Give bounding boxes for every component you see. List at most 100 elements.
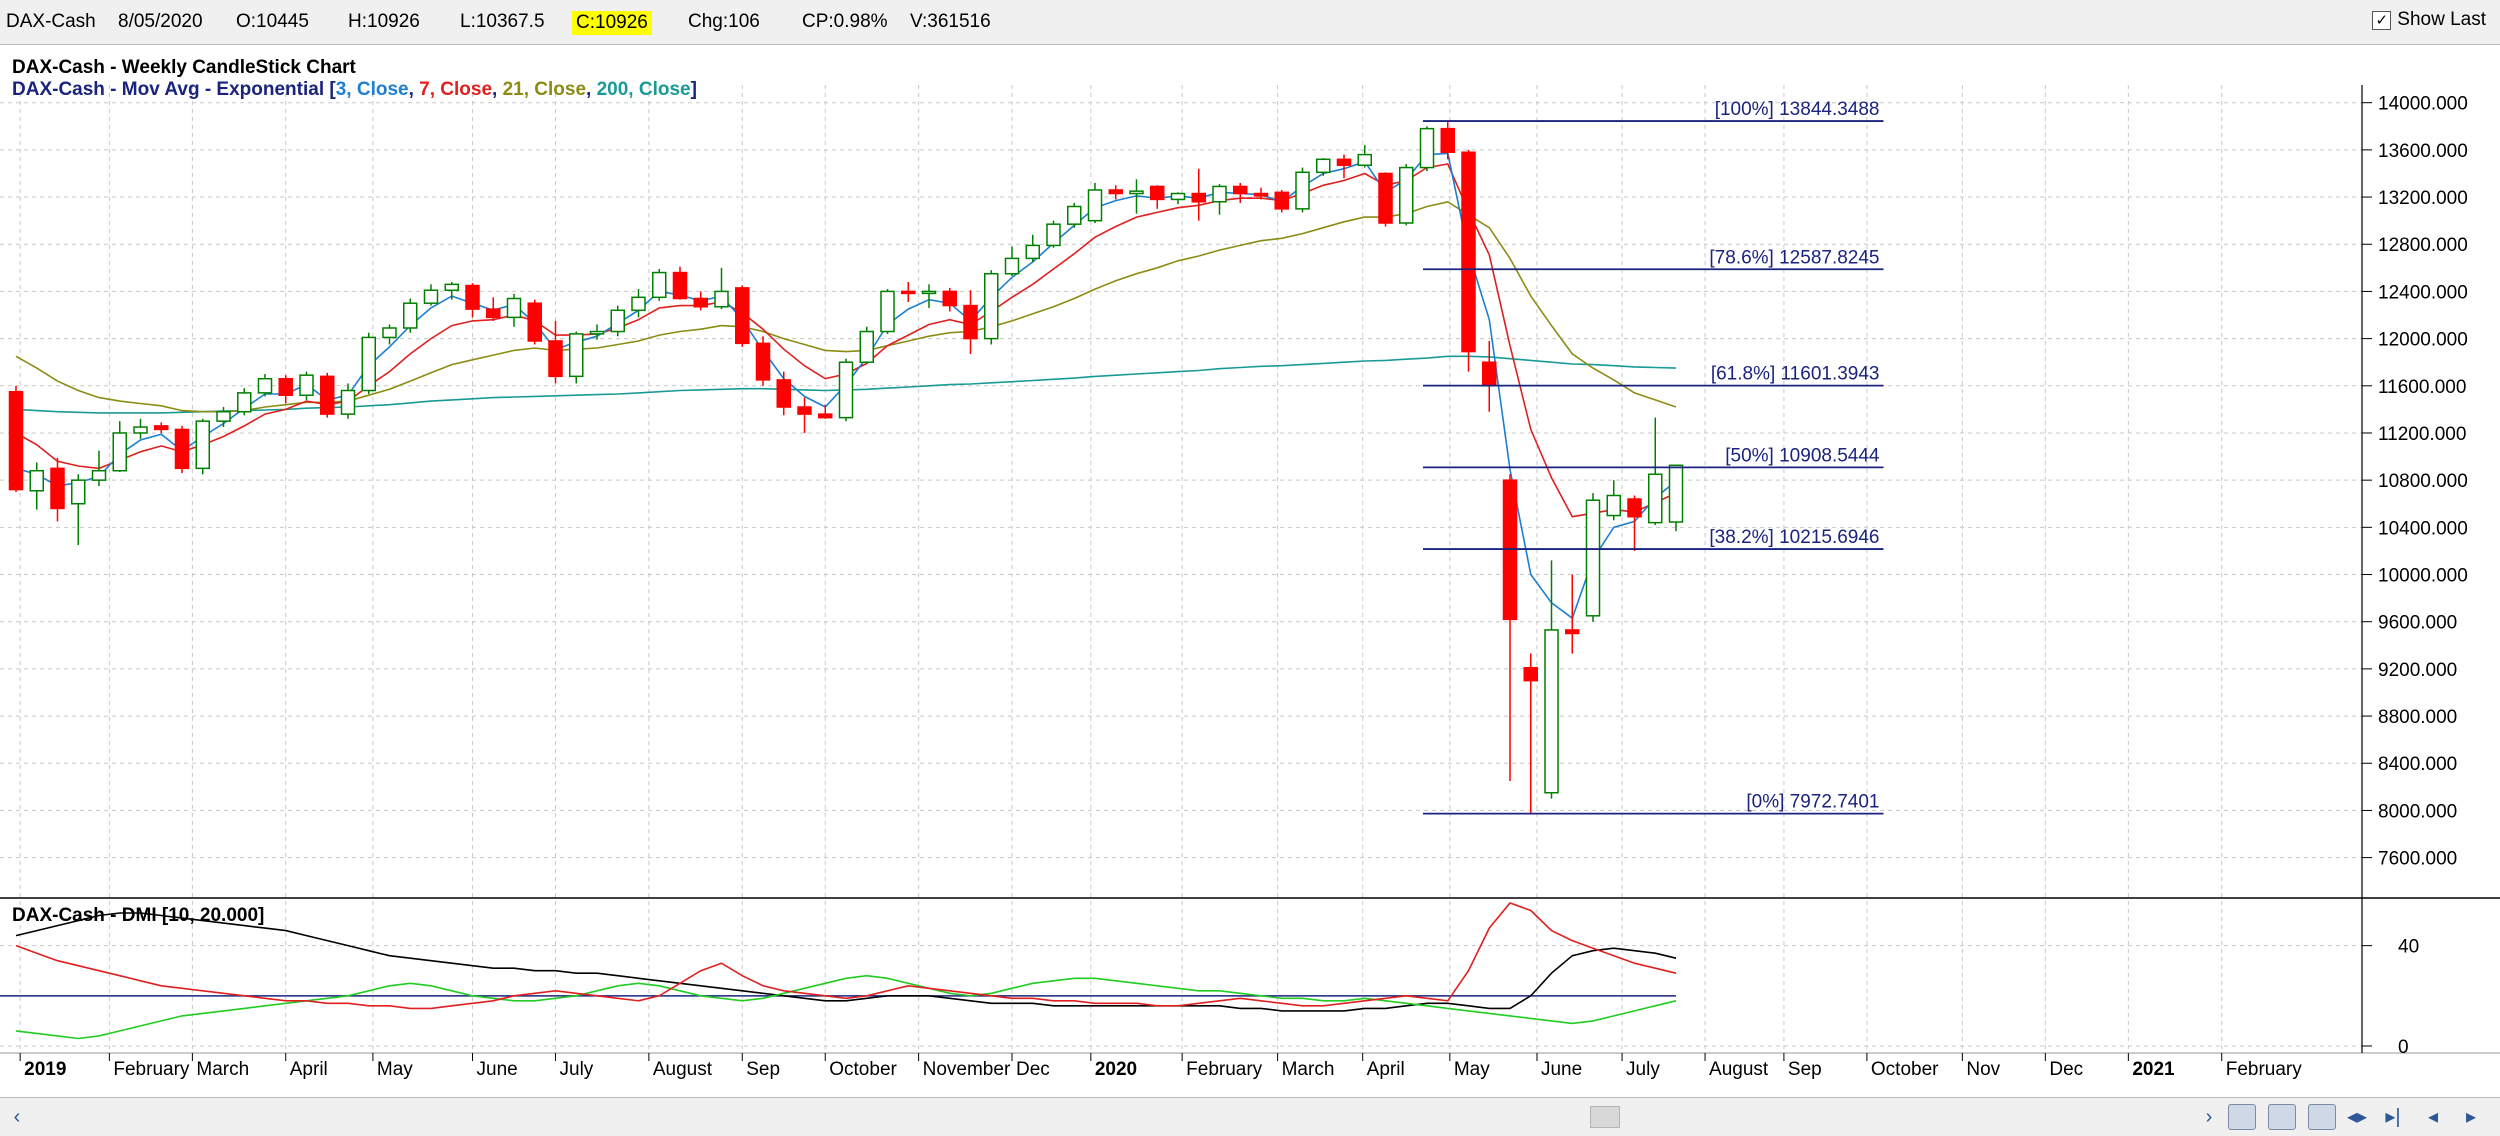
- time-grid: [19, 85, 2223, 1053]
- price-tick-label: 9600.000: [2378, 613, 2457, 634]
- candle-up: [71, 479, 86, 505]
- candle-up: [195, 420, 210, 470]
- time-tick-label: June: [1541, 1059, 1582, 1080]
- chart-tool-3-icon[interactable]: [2308, 1104, 2336, 1130]
- time-tick-label: 2020: [1095, 1059, 1137, 1080]
- candle-up: [112, 432, 127, 472]
- candle-down: [901, 290, 916, 295]
- ema-legend-item: 200, Close: [597, 79, 691, 100]
- candle-up: [1606, 494, 1621, 517]
- candle-up: [403, 302, 418, 329]
- candle-up: [610, 309, 625, 333]
- candle-up: [91, 469, 107, 481]
- price-axis: 7600.000 8000.000 8400.000 8800.000 9200.000…: [2362, 94, 2468, 870]
- candle-up: [340, 389, 356, 415]
- candle-up: [216, 410, 231, 422]
- scroll-left-icon[interactable]: ‹: [13, 1106, 21, 1128]
- candle-up: [257, 377, 273, 394]
- candle-down: [1150, 185, 1165, 201]
- price-tick-label: 14000.000: [2378, 94, 2468, 115]
- candle-up: [1087, 189, 1103, 222]
- candle-up: [1585, 499, 1601, 617]
- candle-up: [1025, 244, 1040, 260]
- candle-up: [1067, 205, 1082, 225]
- time-tick-label: August: [1709, 1059, 1769, 1080]
- time-tick-label: August: [653, 1059, 713, 1080]
- price-tick-label: 8000.000: [2378, 801, 2457, 822]
- candle-down: [278, 377, 293, 396]
- candle-down: [672, 271, 688, 300]
- expand-icon[interactable]: ◂▸: [2346, 1106, 2368, 1128]
- price-tick-label: 11200.000: [2378, 424, 2466, 445]
- ema-legend-item: 7, Close: [419, 79, 492, 100]
- ema-legend-separator: ,: [409, 79, 420, 100]
- candle-up: [1668, 464, 1684, 523]
- price-tick-label: 13200.000: [2378, 188, 2468, 209]
- fib-level-label: [50%] 10908.5444: [1725, 445, 1880, 466]
- candle-down: [1482, 361, 1497, 387]
- candle-up: [1316, 158, 1331, 174]
- price-chart-title: DAX-Cash - Weekly CandleStick Chart: [12, 57, 357, 78]
- candle-up: [1648, 473, 1663, 524]
- chart-area[interactable]: 7600.000 8000.000 8400.000 8800.000 9200.000…: [0, 45, 2500, 1097]
- candle-up: [1046, 223, 1061, 247]
- time-tick-label: June: [477, 1059, 518, 1080]
- candle-up: [1170, 192, 1186, 201]
- scrollbar-thumb[interactable]: [1590, 1106, 1620, 1128]
- chart-navigation-bar: ‹ › ◂▸ ▸| ◂ ▸: [0, 1097, 2500, 1136]
- candle-down: [818, 413, 833, 419]
- step-forward-icon[interactable]: ▸: [2465, 1106, 2477, 1128]
- price-tick-label: 12400.000: [2378, 282, 2468, 303]
- candle-up: [299, 374, 314, 396]
- time-tick-label: February: [113, 1059, 190, 1080]
- show-last-checkbox[interactable]: ✓: [2372, 10, 2392, 30]
- price-tick-label: 10000.000: [2378, 566, 2468, 587]
- step-back-icon[interactable]: ◂: [2427, 1106, 2439, 1128]
- candle-down: [693, 297, 708, 308]
- fibonacci-retracement[interactable]: [100%] 13844.3488 [78.6%] 12587.8245 [61.8…: [1423, 99, 1884, 815]
- symbol-label: DAX-Cash: [6, 11, 96, 32]
- time-tick-label: 2021: [2132, 1059, 2175, 1080]
- candle-up: [1004, 257, 1020, 275]
- candle-down: [174, 428, 190, 470]
- candle-down: [1253, 192, 1269, 197]
- candle-up: [880, 290, 895, 333]
- candle-down: [154, 425, 169, 431]
- dmi-series: [0, 902, 1677, 1040]
- candle-up: [1419, 127, 1435, 169]
- chart-tool-1-icon[interactable]: [2228, 1104, 2256, 1130]
- ema-legend-item: 3, Close: [336, 79, 409, 100]
- time-tick-label: February: [1186, 1059, 1263, 1080]
- candle-down: [465, 284, 480, 310]
- candle-down: [1565, 629, 1580, 635]
- time-tick-label: Sep: [746, 1059, 780, 1080]
- time-tick-label: October: [829, 1059, 897, 1080]
- price-tick-label: 9200.000: [2378, 660, 2457, 681]
- candle-down: [1233, 185, 1248, 195]
- candle-up: [921, 290, 937, 295]
- time-tick-label: May: [377, 1059, 413, 1080]
- time-tick-label: Sep: [1788, 1059, 1822, 1080]
- candle-up: [569, 333, 584, 378]
- change-percent-value: CP:0.98%: [802, 11, 888, 32]
- chart-tool-2-icon[interactable]: [2268, 1104, 2296, 1130]
- ema-legend-separator: ,: [586, 79, 597, 100]
- show-last-toggle[interactable]: ✓ Show Last: [2372, 9, 2486, 31]
- low-value: L:10367.5: [460, 11, 545, 32]
- dmi-tick-label: 40: [2398, 937, 2419, 958]
- price-tick-label: 8400.000: [2378, 754, 2457, 775]
- time-tick-label: October: [1871, 1059, 1939, 1080]
- scroll-right-icon[interactable]: ›: [2205, 1106, 2213, 1128]
- time-tick-label: Dec: [1016, 1059, 1050, 1080]
- candle-up: [361, 336, 376, 392]
- candle-up: [133, 426, 148, 434]
- volume-value: V:361516: [910, 11, 991, 32]
- candle-down: [320, 375, 335, 415]
- time-tick-label: April: [290, 1059, 328, 1080]
- jump-end-icon[interactable]: ▸|: [2385, 1106, 2401, 1128]
- fib-level-label: [100%] 13844.3488: [1715, 99, 1880, 120]
- candle-down: [548, 340, 563, 378]
- candle-up: [1295, 171, 1310, 210]
- candle-down: [755, 342, 771, 381]
- ema-legend-separator: ,: [492, 79, 503, 100]
